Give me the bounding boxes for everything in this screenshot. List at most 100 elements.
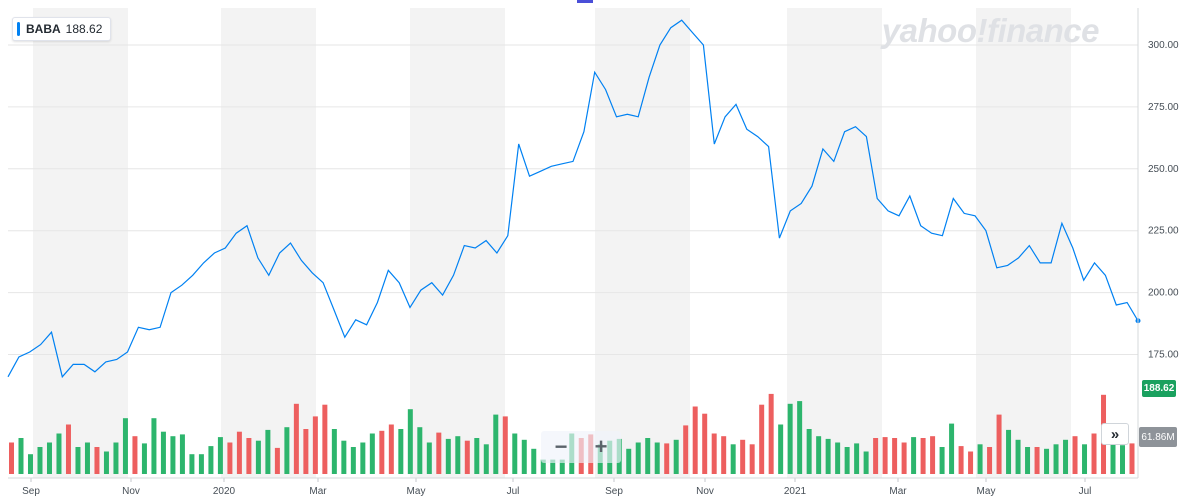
volume-bar (749, 444, 755, 474)
legend-value: 188.62 (65, 22, 103, 36)
volume-bar (179, 434, 185, 474)
price-line (7, 19, 1139, 379)
series-swatch (17, 22, 20, 36)
volume-bar (464, 440, 470, 474)
volume-bar (911, 437, 917, 474)
volume-bar (1006, 429, 1012, 474)
volume-bar (426, 442, 432, 474)
volume-bar (94, 447, 100, 474)
volume-bar (1044, 448, 1050, 474)
volume-bar (227, 442, 233, 474)
volume-bar (901, 442, 907, 474)
volume-bar (341, 440, 347, 474)
volume-bar (360, 442, 366, 474)
volume-bar (65, 424, 71, 474)
volume-bar (37, 447, 43, 474)
time-axis: Sep Nov 2020 Mar May Jul Sep Nov 2021 Mar May Jul (8, 477, 1138, 497)
volume-bar (474, 438, 480, 474)
y-tick-label: 250.00 (1148, 164, 1179, 175)
x-tick-label: Mar (309, 486, 327, 497)
y-tick-label: 275.00 (1148, 102, 1179, 113)
volume-bar (825, 438, 831, 474)
zoom-in-button[interactable]: + (594, 434, 608, 459)
volume-bar (787, 403, 793, 474)
volume-bar (835, 442, 841, 474)
volume-bar (778, 424, 784, 474)
last-volume-tag: 61.86M (1139, 427, 1177, 447)
volume-bar (1034, 447, 1040, 474)
x-tick-label: Jul (1079, 486, 1092, 497)
volume-bar (730, 444, 736, 474)
volume-bar (673, 439, 679, 474)
volume-bar (84, 442, 90, 474)
volume-bar (930, 436, 936, 474)
period-bands (33, 8, 1071, 478)
volume-bar (9, 442, 14, 474)
volume-bar (141, 443, 147, 474)
volume-bar (550, 459, 556, 474)
volume-bar (1025, 447, 1031, 474)
volume-bar (683, 425, 689, 474)
zoom-out-button[interactable]: − (554, 434, 568, 459)
y-tick-label: 200.00 (1148, 288, 1179, 299)
volume-bar (1091, 433, 1097, 474)
volume-bar (198, 454, 204, 474)
month-band (221, 8, 316, 478)
price-axis: 300.00 275.00 250.00 225.00 200.00 175.00 (1137, 8, 1179, 478)
volume-bar (18, 438, 24, 474)
month-band (410, 8, 505, 478)
y-tick-label: 300.00 (1148, 40, 1179, 51)
x-tick-label: Nov (122, 486, 140, 497)
month-band (33, 8, 128, 478)
x-tick-label: Nov (696, 486, 714, 497)
volume-bar (502, 416, 508, 474)
volume-bar (417, 427, 423, 474)
volume-bar (873, 438, 879, 474)
volume-bar (540, 459, 546, 474)
month-band (976, 8, 1071, 478)
volume-bar (312, 416, 318, 474)
volume-bar (768, 393, 774, 474)
yahoo-finance-logo: yahoo!finance (881, 12, 1100, 49)
volume-bar (122, 418, 128, 474)
volume-bar (844, 447, 850, 474)
volume-bar (521, 439, 527, 474)
volume-bar (949, 423, 955, 474)
x-tick-label: 2020 (213, 486, 236, 497)
volume-bar (255, 440, 261, 474)
volume-bar (816, 436, 822, 474)
volume-bar (132, 436, 138, 474)
volume-bar (445, 438, 451, 474)
volume-bar (654, 442, 660, 474)
volume-bar (56, 433, 62, 474)
legend-symbol: BABA (26, 22, 61, 36)
volume-bar (702, 413, 708, 474)
volume-bar (407, 409, 413, 474)
volume-bar (1082, 444, 1088, 474)
range-marker[interactable] (577, 0, 593, 3)
volume-bar (920, 438, 926, 474)
volume-bar (958, 446, 964, 474)
volume-bar (436, 432, 442, 474)
volume-bar (151, 418, 157, 474)
volume-bar (711, 433, 717, 474)
volume-bar (322, 404, 328, 474)
volume-bar (1053, 444, 1059, 474)
volume-bar (1110, 441, 1116, 474)
volume-bar (113, 442, 119, 474)
volume-bar (27, 454, 33, 474)
scroll-right-button[interactable]: » (1101, 423, 1129, 445)
volume-bar (664, 443, 670, 474)
symbol-legend[interactable]: BABA 188.62 (12, 17, 112, 41)
price-gridlines (8, 44, 1138, 355)
volume-bar (189, 454, 195, 474)
volume-bar (797, 401, 803, 474)
x-tick-label: Jul (507, 486, 520, 497)
volume-bar (759, 404, 765, 474)
volume-bar (968, 451, 974, 474)
volume-bar (892, 438, 898, 474)
volume-bar (236, 431, 242, 474)
last-price-tag: 188.62 (1142, 380, 1176, 397)
y-tick-label: 225.00 (1148, 226, 1179, 237)
